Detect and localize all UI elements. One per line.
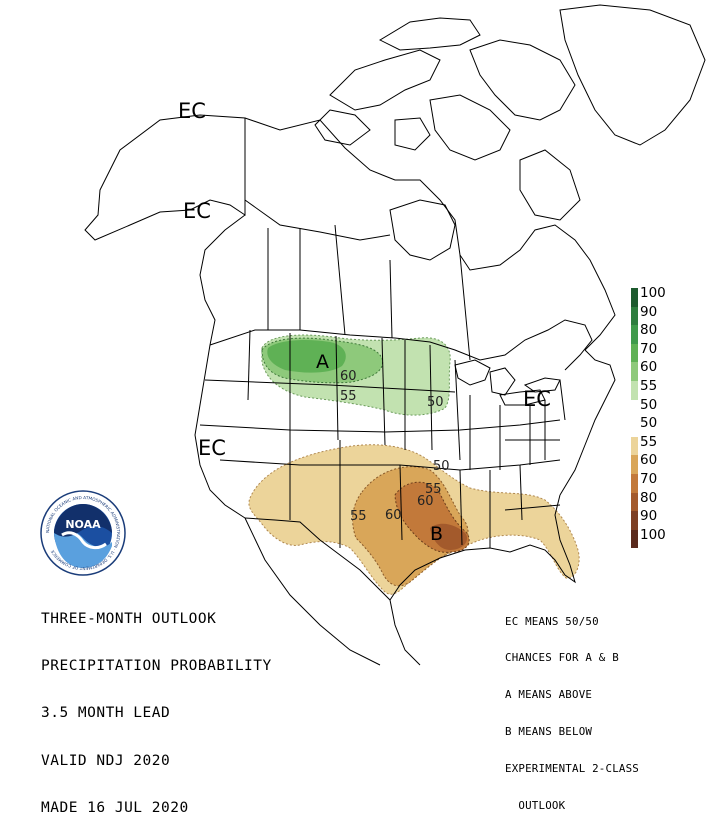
legend-notes: EC MEANS 50/50 CHANCES FOR A & B A MEANS… — [505, 591, 639, 825]
legend-value: 70 — [640, 340, 658, 357]
contour-label-below-55-west: 55 — [350, 509, 367, 524]
contour-label-above-60: 60 — [340, 369, 357, 384]
legend-swatch — [631, 306, 638, 326]
title-line-outlook: THREE-MONTH OUTLOOK — [41, 610, 217, 627]
legend-swatch — [631, 418, 638, 437]
note-line-outlook: OUTLOOK — [505, 799, 566, 813]
ec-label-alaska: EC — [178, 99, 206, 123]
title-line-variable: PRECIPITATION PROBABILITY — [41, 657, 272, 674]
legend-value: 50 — [640, 396, 658, 413]
ec-label-east: EC — [523, 387, 551, 411]
outlook-title-block: THREE-MONTH OUTLOOK PRECIPITATION PROBAB… — [41, 580, 272, 833]
legend-below-55: 55 — [631, 434, 711, 456]
legend-below-90: 90 — [631, 508, 711, 530]
legend-swatch — [631, 455, 638, 474]
legend-above-60: 60 — [631, 359, 711, 381]
above-normal-region — [261, 334, 451, 416]
legend-value: 90 — [640, 508, 658, 525]
legend-below-60: 60 — [631, 452, 711, 474]
outlook-map: EC EC EC EC A B 60 55 50 50 55 60 55 60 — [84, 4, 706, 666]
noaa-logo: NOAA NATIONAL OCEANIC AND ATMOSPHERIC AD… — [40, 490, 126, 576]
below-80-area — [430, 523, 468, 550]
legend-swatch — [631, 325, 638, 344]
legend-swatch — [631, 436, 638, 456]
below-region-letter: B — [430, 523, 443, 545]
legend-above-70: 70 — [631, 341, 711, 363]
legend-above-90: 90 — [631, 304, 711, 326]
ec-label-yukon: EC — [183, 199, 211, 223]
contour-label-below-55-east: 55 — [425, 482, 442, 497]
ec-label-west: EC — [198, 436, 226, 460]
legend-ec-2: 50 — [631, 415, 711, 437]
title-line-lead: 3.5 MONTH LEAD — [41, 705, 171, 722]
contour-label-above-50: 50 — [427, 395, 444, 410]
legend-value: 80 — [640, 489, 658, 506]
title-line-valid: VALID NDJ 2020 — [41, 752, 171, 769]
legend-below-80: 80 — [631, 490, 711, 512]
legend-value: 55 — [640, 377, 658, 394]
contour-label-below-60-east: 60 — [417, 494, 434, 509]
title-line-made: MADE 16 JUL 2020 — [41, 800, 189, 817]
below-normal-region — [248, 444, 580, 595]
legend-swatch — [631, 343, 638, 363]
above-70-area — [267, 340, 346, 373]
legend-above-55: 55 — [631, 378, 711, 400]
legend-value: 70 — [640, 470, 658, 487]
contour-label-above-55: 55 — [340, 389, 357, 404]
note-line-experimental: EXPERIMENTAL 2-CLASS — [505, 762, 640, 776]
political-borders — [84, 4, 706, 666]
map-labels: EC EC EC EC A B 60 55 50 50 55 60 55 60 — [178, 99, 551, 545]
contour-label-below-60-west: 60 — [385, 508, 402, 523]
legend-swatch — [631, 492, 638, 512]
legend-swatch — [631, 288, 638, 307]
legend-swatch — [631, 529, 638, 549]
probability-legend: 100 90 80 70 60 55 50 50 55 60 70 80 90 100 — [631, 285, 711, 549]
legend-swatch — [631, 511, 638, 530]
legend-value: 90 — [640, 303, 658, 320]
legend-below-100: 100 — [631, 527, 711, 549]
legend-ec-1: 50 — [631, 397, 711, 419]
noaa-wordmark: NOAA — [65, 518, 101, 531]
legend-above-100: 100 — [631, 285, 711, 307]
legend-value: 80 — [640, 322, 658, 339]
legend-value: 60 — [640, 359, 658, 376]
legend-above-80: 80 — [631, 322, 711, 344]
legend-swatch — [631, 473, 638, 493]
legend-value: 100 — [640, 526, 666, 543]
note-line-above: A MEANS ABOVE — [505, 688, 593, 702]
legend-value: 60 — [640, 452, 658, 469]
legend-below-70: 70 — [631, 471, 711, 493]
legend-swatch — [631, 362, 638, 381]
legend-value: 50 — [640, 415, 658, 432]
note-line-ec: EC MEANS 50/50 — [505, 614, 599, 628]
note-line-below: B MEANS BELOW — [505, 725, 593, 739]
note-line-chances: CHANCES FOR A & B — [505, 651, 619, 665]
legend-value: 100 — [640, 285, 666, 301]
contour-label-below-50: 50 — [433, 459, 450, 474]
legend-swatch — [631, 380, 638, 400]
above-region-letter: A — [316, 351, 329, 373]
legend-swatch — [631, 399, 638, 419]
legend-value: 55 — [640, 433, 658, 450]
